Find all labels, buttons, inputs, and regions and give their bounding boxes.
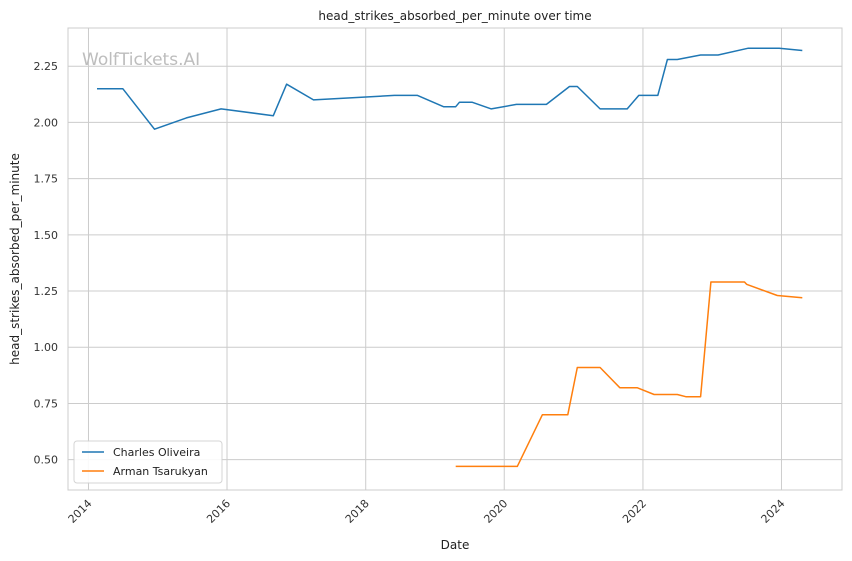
x-tick-label: 2024: [759, 497, 788, 526]
y-tick-label: 1.50: [34, 229, 59, 242]
y-tick-label: 0.75: [34, 397, 59, 410]
chart-title: head_strikes_absorbed_per_minute over ti…: [318, 9, 591, 23]
y-axis-ticks: 0.50 0.75 1.00 1.25 1.50 1.75 2.00 2.25: [34, 60, 59, 466]
x-tick-label: 2014: [66, 497, 95, 526]
y-tick-label: 1.25: [34, 285, 59, 298]
series-layer: [97, 47, 803, 468]
series-line-charles-oliveira: [97, 47, 803, 130]
watermark: WolfTickets.AI: [82, 50, 200, 70]
x-tick-label: 2018: [343, 497, 372, 526]
y-axis-label: head_strikes_absorbed_per_minute: [8, 153, 22, 365]
y-tick-label: 1.75: [34, 173, 59, 186]
grid: [68, 28, 842, 490]
series-line-arman-tsarukyan: [455, 281, 803, 468]
legend-label-charles-oliveira: Charles Oliveira: [113, 446, 200, 459]
legend-label-arman-tsarukyan: Arman Tsarukyan: [113, 465, 208, 478]
legend-box: [73, 440, 223, 484]
y-tick-label: 1.00: [34, 341, 59, 354]
x-tick-label: 2016: [204, 497, 233, 526]
x-tick-label: 2022: [620, 497, 649, 526]
plot-background: [67, 27, 843, 491]
x-axis-label: Date: [441, 538, 470, 552]
x-axis-ticks: 2014 2016 2018 2020 2022 2024: [66, 497, 788, 526]
legend: Charles Oliveira Arman Tsarukyan: [73, 440, 223, 484]
y-tick-label: 0.50: [34, 454, 59, 467]
y-tick-label: 2.00: [34, 116, 59, 129]
x-tick-label: 2020: [481, 497, 510, 526]
y-tick-label: 2.25: [34, 60, 59, 73]
